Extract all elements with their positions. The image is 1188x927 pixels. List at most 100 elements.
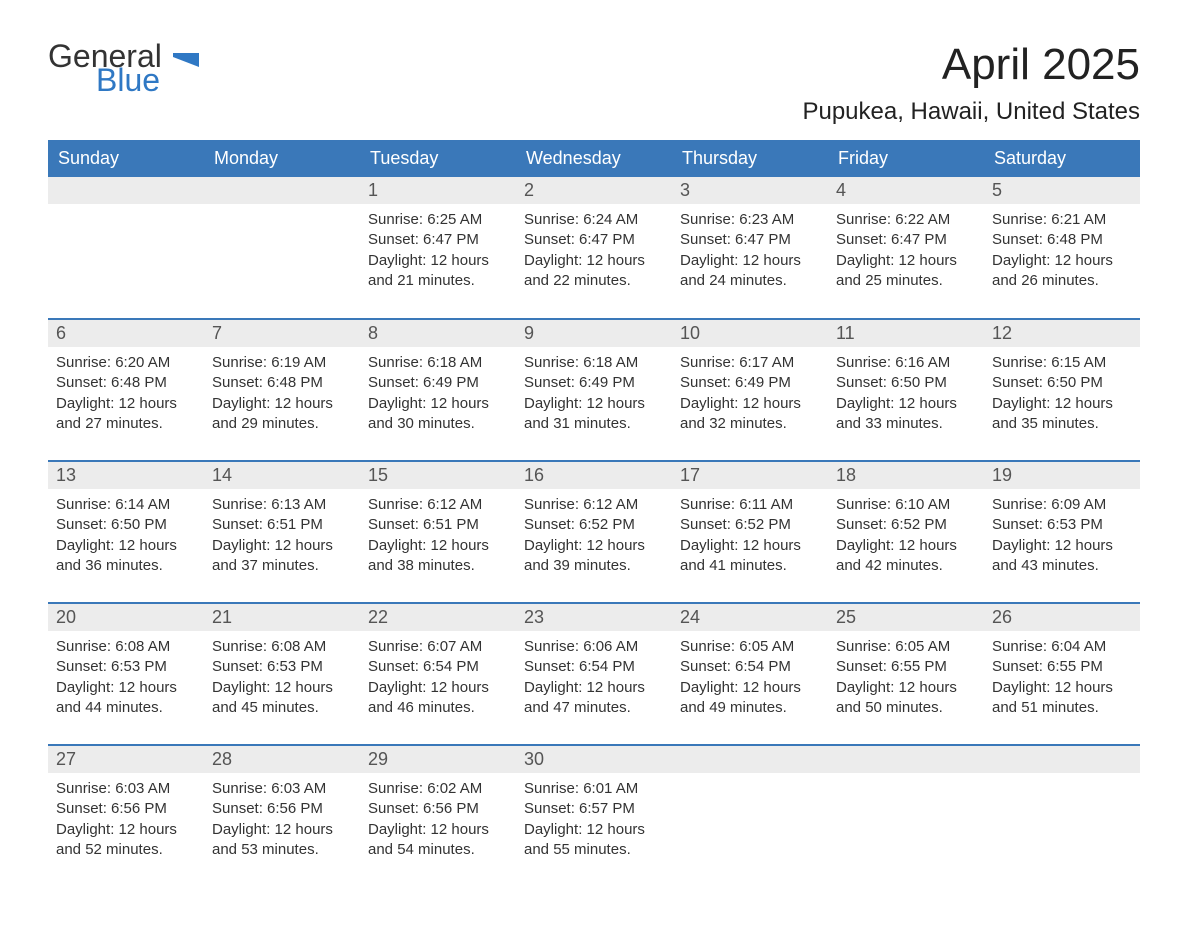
sunset-text: Sunset: 6:50 PM	[836, 373, 976, 393]
daylight-text-line1: Daylight: 12 hours	[56, 394, 196, 414]
daylight-text-line1: Daylight: 12 hours	[212, 678, 352, 698]
day-details: Sunrise: 6:18 AMSunset: 6:49 PMDaylight:…	[516, 347, 672, 444]
sunset-text: Sunset: 6:48 PM	[992, 230, 1132, 250]
day-number: 9	[516, 320, 672, 347]
month-title: April 2025	[802, 40, 1140, 90]
day-details: Sunrise: 6:24 AMSunset: 6:47 PMDaylight:…	[516, 204, 672, 301]
calendar-day-cell: 8Sunrise: 6:18 AMSunset: 6:49 PMDaylight…	[360, 319, 516, 461]
daylight-text-line2: and 39 minutes.	[524, 556, 664, 576]
day-number: 26	[984, 604, 1140, 631]
day-details: Sunrise: 6:08 AMSunset: 6:53 PMDaylight:…	[204, 631, 360, 728]
sunset-text: Sunset: 6:47 PM	[368, 230, 508, 250]
calendar-week-row: 27Sunrise: 6:03 AMSunset: 6:56 PMDayligh…	[48, 745, 1140, 887]
day-details: Sunrise: 6:12 AMSunset: 6:51 PMDaylight:…	[360, 489, 516, 586]
daylight-text-line1: Daylight: 12 hours	[368, 394, 508, 414]
sunrise-text: Sunrise: 6:17 AM	[680, 353, 820, 373]
sunrise-text: Sunrise: 6:01 AM	[524, 779, 664, 799]
calendar-week-row: 1Sunrise: 6:25 AMSunset: 6:47 PMDaylight…	[48, 177, 1140, 319]
daylight-text-line2: and 30 minutes.	[368, 414, 508, 434]
sunrise-text: Sunrise: 6:23 AM	[680, 210, 820, 230]
day-number: 23	[516, 604, 672, 631]
day-number: 1	[360, 177, 516, 204]
sunset-text: Sunset: 6:53 PM	[212, 657, 352, 677]
day-number: 6	[48, 320, 204, 347]
sunset-text: Sunset: 6:47 PM	[524, 230, 664, 250]
day-details: Sunrise: 6:12 AMSunset: 6:52 PMDaylight:…	[516, 489, 672, 586]
day-number	[48, 177, 204, 204]
calendar-day-cell	[828, 745, 984, 887]
daylight-text-line1: Daylight: 12 hours	[992, 678, 1132, 698]
day-number: 12	[984, 320, 1140, 347]
daylight-text-line1: Daylight: 12 hours	[524, 251, 664, 271]
day-number: 28	[204, 746, 360, 773]
day-number: 16	[516, 462, 672, 489]
daylight-text-line2: and 36 minutes.	[56, 556, 196, 576]
day-number: 10	[672, 320, 828, 347]
sunrise-text: Sunrise: 6:07 AM	[368, 637, 508, 657]
sunset-text: Sunset: 6:51 PM	[368, 515, 508, 535]
calendar-day-cell: 10 Sunrise: 6:17 AMSunset: 6:49 PMDayligh…	[672, 319, 828, 461]
sunset-text: Sunset: 6:49 PM	[680, 373, 820, 393]
weekday-header-row: Sunday Monday Tuesday Wednesday Thursday…	[48, 140, 1140, 177]
calendar-day-cell: 4Sunrise: 6:22 AMSunset: 6:47 PMDaylight…	[828, 177, 984, 319]
sunrise-text: Sunrise: 6:21 AM	[992, 210, 1132, 230]
sunset-text: Sunset: 6:53 PM	[992, 515, 1132, 535]
calendar-week-row: 20Sunrise: 6:08 AMSunset: 6:53 PMDayligh…	[48, 603, 1140, 745]
calendar-day-cell	[984, 745, 1140, 887]
sunset-text: Sunset: 6:54 PM	[680, 657, 820, 677]
sunrise-text: Sunrise: 6:24 AM	[524, 210, 664, 230]
sunrise-text: Sunrise: 6:05 AM	[836, 637, 976, 657]
daylight-text-line2: and 31 minutes.	[524, 414, 664, 434]
day-details: Sunrise: 6:22 AMSunset: 6:47 PMDaylight:…	[828, 204, 984, 301]
location-text: Pupukea, Hawaii, United States	[802, 98, 1140, 126]
calendar-day-cell: 28Sunrise: 6:03 AMSunset: 6:56 PMDayligh…	[204, 745, 360, 887]
sunset-text: Sunset: 6:47 PM	[836, 230, 976, 250]
sunset-text: Sunset: 6:53 PM	[56, 657, 196, 677]
calendar-day-cell	[48, 177, 204, 319]
sunrise-text: Sunrise: 6:14 AM	[56, 495, 196, 515]
sunset-text: Sunset: 6:49 PM	[524, 373, 664, 393]
sunrise-text: Sunrise: 6:04 AM	[992, 637, 1132, 657]
day-number: 8	[360, 320, 516, 347]
sunrise-text: Sunrise: 6:18 AM	[524, 353, 664, 373]
daylight-text-line2: and 32 minutes.	[680, 414, 820, 434]
title-block: April 2025 Pupukea, Hawaii, United State…	[802, 40, 1140, 140]
weekday-header: Saturday	[984, 140, 1140, 177]
sunrise-text: Sunrise: 6:12 AM	[368, 495, 508, 515]
calendar-day-cell: 21Sunrise: 6:08 AMSunset: 6:53 PMDayligh…	[204, 603, 360, 745]
calendar-day-cell: 1Sunrise: 6:25 AMSunset: 6:47 PMDaylight…	[360, 177, 516, 319]
daylight-text-line2: and 24 minutes.	[680, 271, 820, 291]
calendar-table: Sunday Monday Tuesday Wednesday Thursday…	[48, 140, 1140, 887]
day-details: Sunrise: 6:01 AMSunset: 6:57 PMDaylight:…	[516, 773, 672, 870]
daylight-text-line1: Daylight: 12 hours	[524, 678, 664, 698]
daylight-text-line2: and 51 minutes.	[992, 698, 1132, 718]
weekday-header: Thursday	[672, 140, 828, 177]
calendar-day-cell: 2Sunrise: 6:24 AMSunset: 6:47 PMDaylight…	[516, 177, 672, 319]
sunset-text: Sunset: 6:51 PM	[212, 515, 352, 535]
calendar-day-cell: 19Sunrise: 6:09 AMSunset: 6:53 PMDayligh…	[984, 461, 1140, 603]
calendar-day-cell: 29Sunrise: 6:02 AMSunset: 6:56 PMDayligh…	[360, 745, 516, 887]
daylight-text-line2: and 33 minutes.	[836, 414, 976, 434]
sunset-text: Sunset: 6:47 PM	[680, 230, 820, 250]
daylight-text-line2: and 42 minutes.	[836, 556, 976, 576]
day-number: 15	[360, 462, 516, 489]
sunrise-text: Sunrise: 6:11 AM	[680, 495, 820, 515]
calendar-day-cell	[204, 177, 360, 319]
calendar-day-cell: 27Sunrise: 6:03 AMSunset: 6:56 PMDayligh…	[48, 745, 204, 887]
weekday-header: Friday	[828, 140, 984, 177]
sunset-text: Sunset: 6:52 PM	[836, 515, 976, 535]
daylight-text-line1: Daylight: 12 hours	[56, 678, 196, 698]
daylight-text-line2: and 38 minutes.	[368, 556, 508, 576]
daylight-text-line1: Daylight: 12 hours	[680, 394, 820, 414]
sunset-text: Sunset: 6:54 PM	[524, 657, 664, 677]
daylight-text-line2: and 49 minutes.	[680, 698, 820, 718]
daylight-text-line1: Daylight: 12 hours	[212, 536, 352, 556]
sunset-text: Sunset: 6:50 PM	[992, 373, 1132, 393]
day-number: 20	[48, 604, 204, 631]
sunrise-text: Sunrise: 6:06 AM	[524, 637, 664, 657]
daylight-text-line1: Daylight: 12 hours	[992, 251, 1132, 271]
logo: General Blue	[48, 40, 199, 96]
daylight-text-line2: and 45 minutes.	[212, 698, 352, 718]
daylight-text-line2: and 41 minutes.	[680, 556, 820, 576]
day-details: Sunrise: 6:16 AMSunset: 6:50 PMDaylight:…	[828, 347, 984, 444]
